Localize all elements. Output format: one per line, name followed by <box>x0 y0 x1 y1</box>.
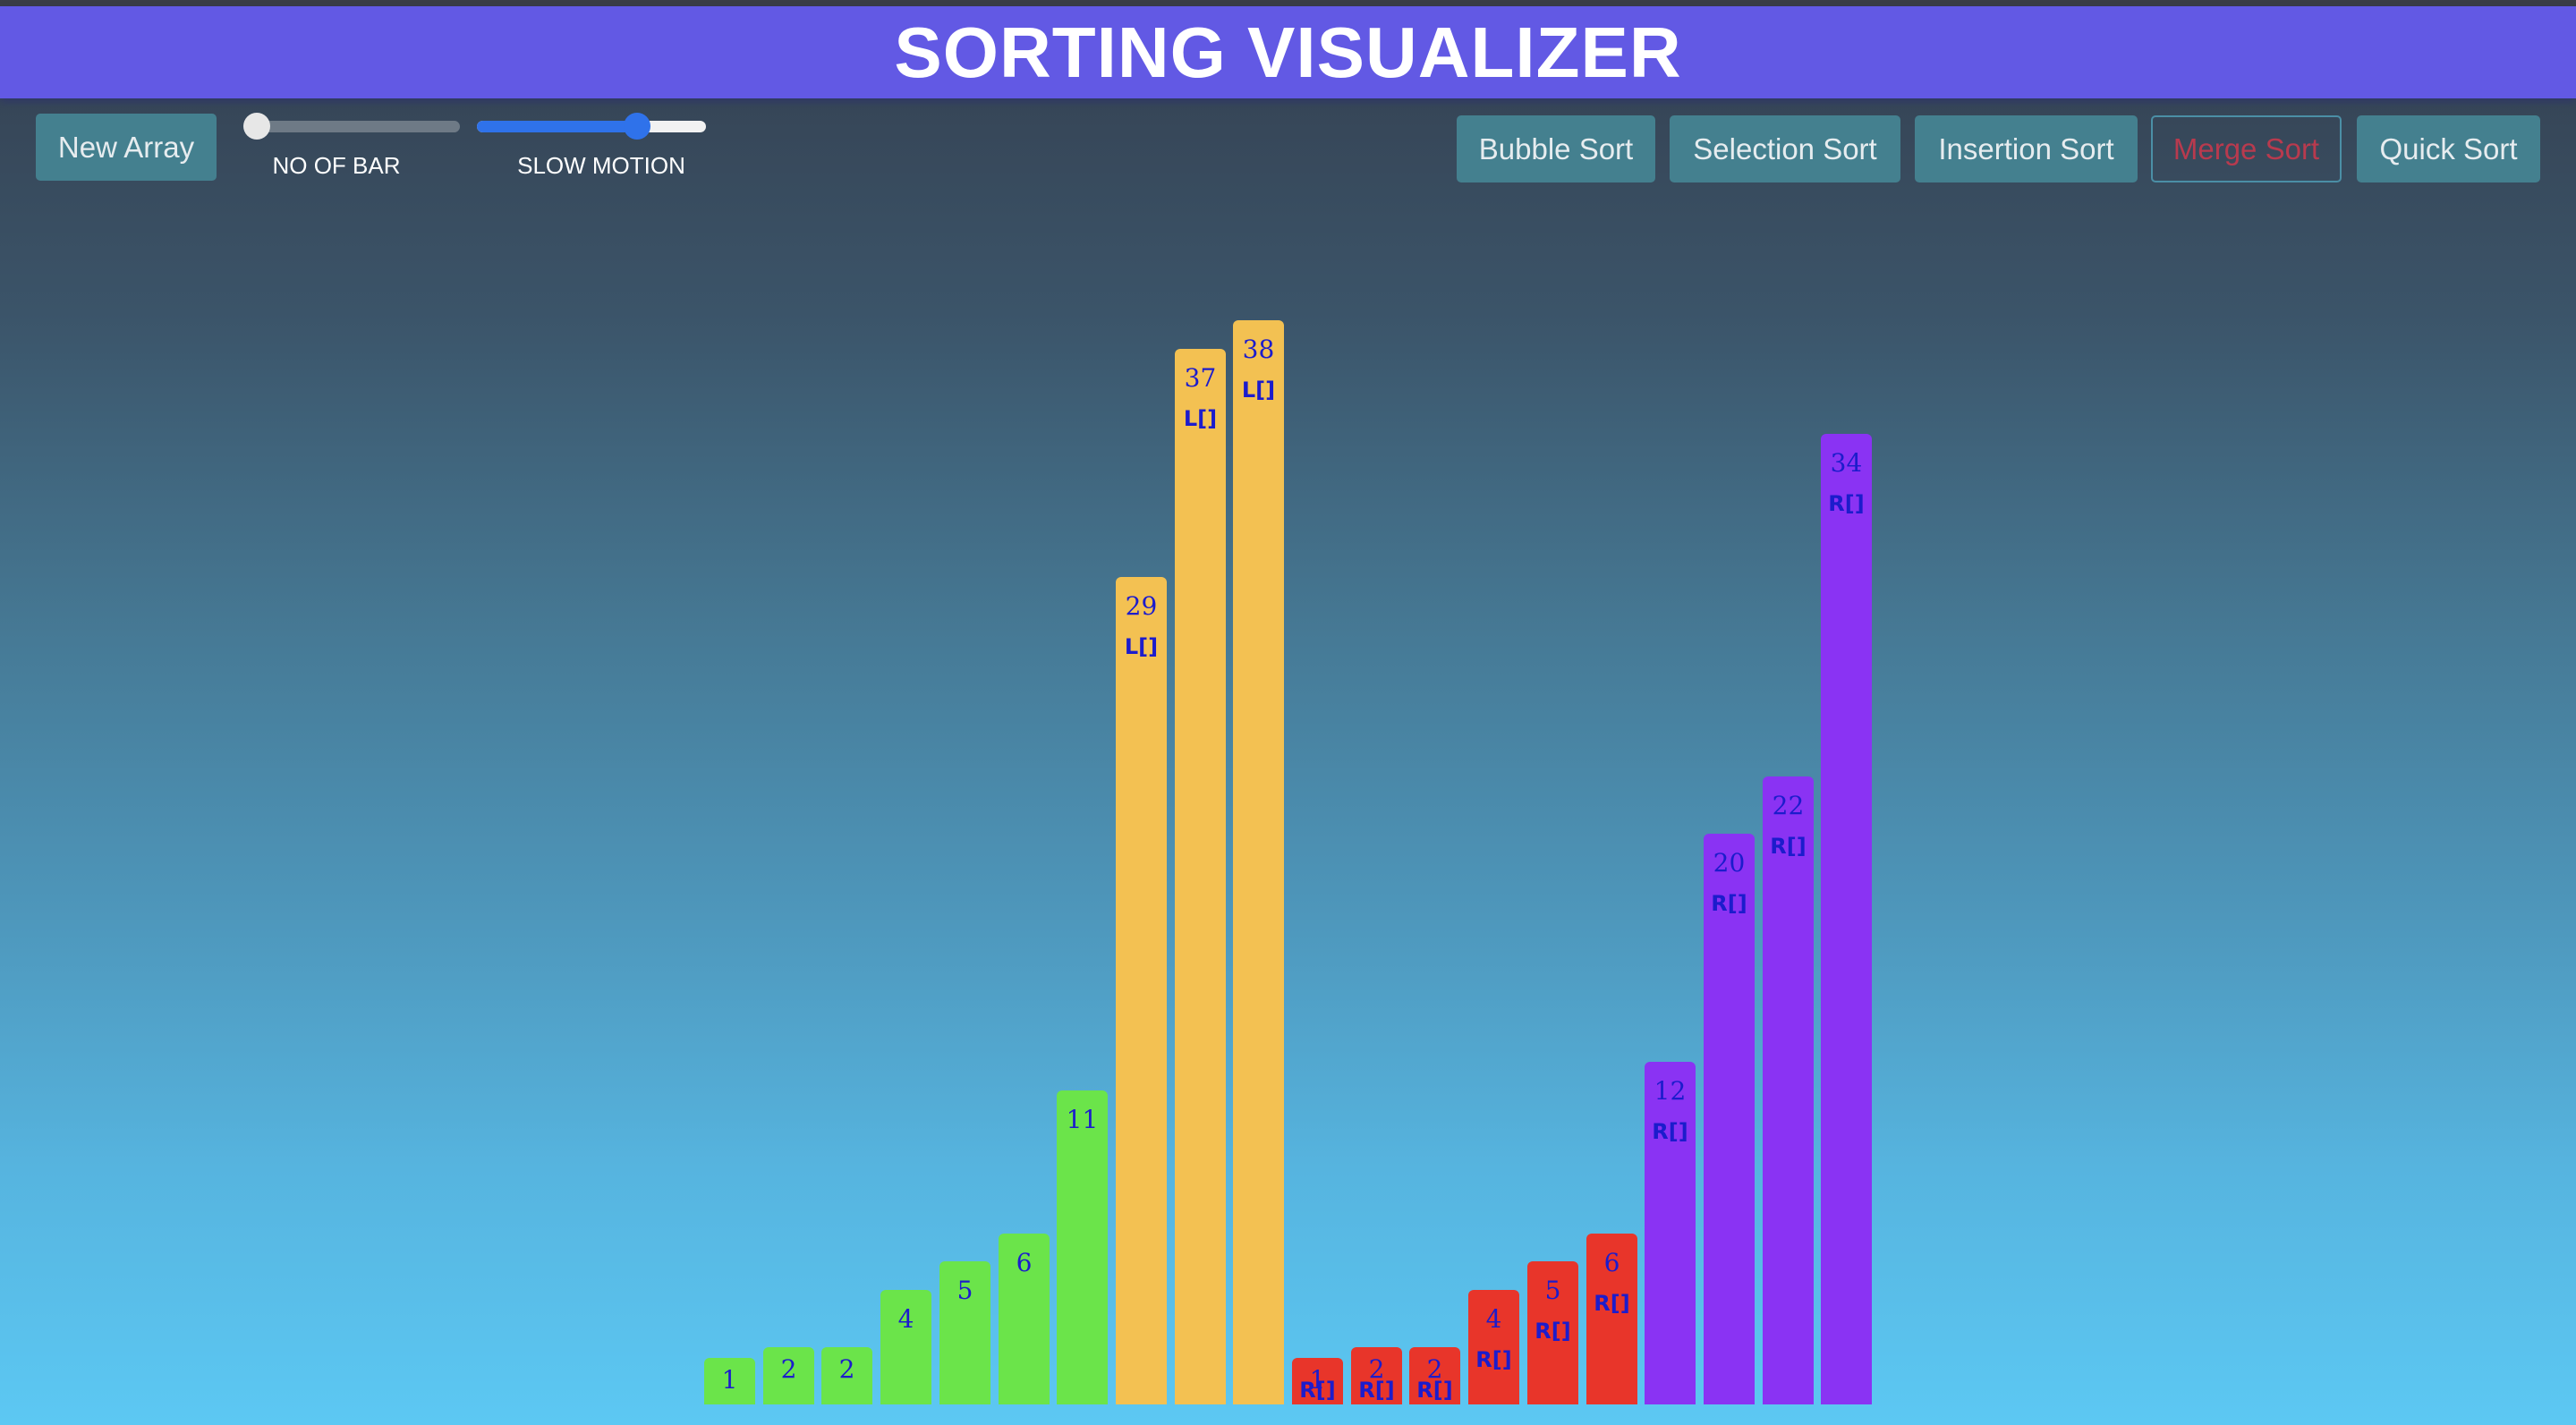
bar-value-label: 20 <box>1713 848 1746 878</box>
bar-value-label: 22 <box>1772 791 1805 820</box>
bar-count-label: NO OF BAR <box>272 152 401 179</box>
bar: 4 R[] <box>1468 1290 1519 1404</box>
bar-value-label: 11 <box>1066 1105 1099 1134</box>
bar-value-label: 12 <box>1654 1076 1687 1106</box>
bar-value-label: 4 <box>897 1304 914 1334</box>
bar-value-label: 2 <box>1368 1354 1385 1384</box>
bar: 2 <box>763 1347 814 1404</box>
bar-value-label: 1 <box>1309 1365 1326 1395</box>
speed-slider[interactable] <box>477 113 706 140</box>
bar: 2 R[] <box>1409 1347 1460 1404</box>
bar: 5 <box>939 1261 990 1404</box>
bar-value-label: 2 <box>780 1354 797 1384</box>
bar-partition-label: R[] <box>1416 1378 1453 1403</box>
bar: 29 L[] <box>1116 577 1167 1404</box>
bar-value-label: 34 <box>1830 448 1863 478</box>
bar-count-slider-thumb[interactable] <box>243 113 270 140</box>
bar: 37 L[] <box>1175 349 1226 1404</box>
bar-partition-label: R[] <box>1475 1347 1512 1372</box>
bar-value-label: 6 <box>1016 1248 1033 1277</box>
bar-partition-label: L[] <box>1183 406 1218 431</box>
insertion-sort-button[interactable]: Insertion Sort <box>1915 115 2138 182</box>
bar-partition-label: R[] <box>1535 1319 1571 1344</box>
bar-partition-label: R[] <box>1652 1119 1688 1144</box>
new-array-button[interactable]: New Array <box>36 114 217 181</box>
bar-value-label: 5 <box>956 1276 973 1305</box>
bar-value-label: 1 <box>721 1365 738 1395</box>
bar-value-label: 29 <box>1125 591 1158 621</box>
merge-sort-button[interactable]: Merge Sort <box>2151 115 2342 182</box>
bar: 20 R[] <box>1704 834 1755 1404</box>
bar-partition-label: R[] <box>1299 1378 1336 1403</box>
window-top-border <box>0 0 2576 6</box>
quick-sort-button[interactable]: Quick Sort <box>2357 115 2540 182</box>
bar: 2 R[] <box>1351 1347 1402 1404</box>
bar: 34 R[] <box>1821 434 1872 1404</box>
bar: 1 <box>704 1358 755 1404</box>
bar-partition-label: R[] <box>1770 834 1807 859</box>
bar-value-label: 37 <box>1184 363 1217 393</box>
bar-value-label: 2 <box>1426 1354 1443 1384</box>
selection-sort-button[interactable]: Selection Sort <box>1670 115 1900 182</box>
bar-value-label: 38 <box>1242 335 1275 364</box>
bar-partition-label: L[] <box>1241 377 1276 403</box>
bar: 38 L[] <box>1233 320 1284 1404</box>
bar-value-label: 6 <box>1603 1248 1620 1277</box>
app-title: SORTING VISUALIZER <box>894 12 1682 92</box>
speed-slider-thumb[interactable] <box>624 113 650 140</box>
bar-value-label: 2 <box>838 1354 855 1384</box>
bar-partition-label: L[] <box>1124 634 1159 659</box>
speed-slider-fill <box>477 121 637 132</box>
bar-partition-label: R[] <box>1828 491 1865 516</box>
bar: 22 R[] <box>1763 776 1814 1404</box>
bar: 6 <box>999 1234 1050 1404</box>
bar-partition-label: R[] <box>1711 891 1747 916</box>
bar: 12 R[] <box>1645 1062 1696 1404</box>
bar: 1 R[] <box>1292 1358 1343 1404</box>
bar-value-label: 5 <box>1544 1276 1561 1305</box>
bar: 4 <box>880 1290 931 1404</box>
speed-label: SLOW MOTION <box>517 152 685 179</box>
bubble-sort-button[interactable]: Bubble Sort <box>1457 115 1655 182</box>
app-header: SORTING VISUALIZER <box>0 6 2576 98</box>
bar-partition-label: R[] <box>1594 1291 1630 1316</box>
bar: 2 <box>821 1347 872 1404</box>
bar: 11 <box>1057 1090 1108 1404</box>
bar-partition-label: R[] <box>1358 1378 1395 1403</box>
bar-count-slider[interactable] <box>243 113 460 140</box>
bar: 5 R[] <box>1527 1261 1578 1404</box>
bar: 6 R[] <box>1586 1234 1637 1404</box>
bar-value-label: 4 <box>1485 1304 1502 1334</box>
